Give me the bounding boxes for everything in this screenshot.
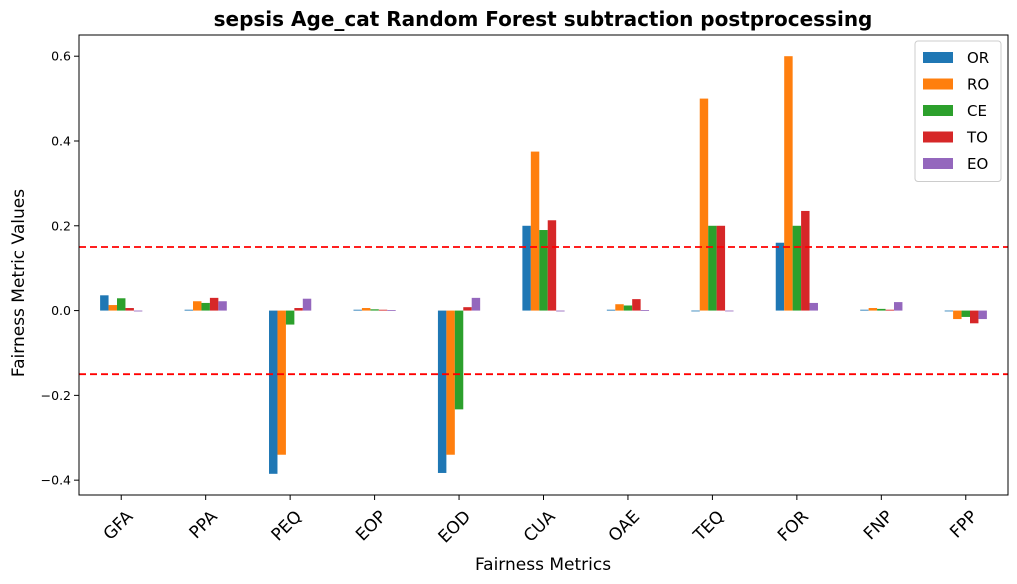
bar-ce-ppa: [201, 302, 210, 311]
bar-ro-eop: [361, 308, 371, 311]
chart-title: sepsis Age_cat Random Forest subtraction…: [214, 7, 873, 31]
bar-ro-cua: [530, 151, 540, 311]
bar-ce-eod: [454, 310, 464, 410]
bar-ce-fpp: [961, 310, 970, 317]
bar-or-for: [775, 242, 785, 311]
bar-eo-cua: [556, 310, 565, 312]
bar-ce-eop: [370, 309, 379, 311]
bar-or-eod: [437, 310, 447, 473]
reference-lines: [79, 246, 1008, 376]
bar-or-fpp: [944, 310, 954, 312]
bar-to-gfa: [125, 308, 134, 311]
legend-box: [914, 40, 1002, 182]
bar-ce-teq: [708, 225, 717, 311]
bar-ce-oae: [623, 305, 633, 311]
bar-ro-peq: [277, 310, 286, 455]
bar-to-peq: [294, 308, 303, 311]
x-tick-label: FOR: [774, 507, 813, 546]
bar-ro-for: [784, 56, 793, 311]
bar-ce-gfa: [117, 298, 126, 311]
bar-or-ppa: [184, 309, 194, 311]
x-axis-label: Fairness Metrics: [475, 555, 611, 575]
y-tick-label: −0.4: [41, 473, 71, 488]
x-tick-label: FPP: [946, 507, 982, 543]
legend: OR RO CE TO EO: [914, 40, 1002, 182]
bar-to-teq: [716, 225, 726, 311]
bars-layer: [100, 56, 987, 474]
bar-to-fnp: [885, 309, 894, 311]
bar-eo-fnp: [893, 302, 903, 311]
y-axis: −0.4 −0.2 0.0 0.2 0.4 0.6: [41, 49, 79, 488]
x-tick-label: FNP: [860, 507, 897, 544]
bar-eo-oae: [640, 310, 650, 311]
bar-to-ppa: [209, 297, 219, 311]
legend-label-ro: RO: [967, 76, 989, 94]
bar-to-oae: [632, 299, 641, 311]
legend-swatch-or: [923, 52, 953, 63]
bar-ce-for: [792, 225, 802, 311]
bar-to-eop: [378, 309, 388, 311]
bar-to-eod: [463, 307, 472, 311]
bar-ro-oae: [615, 304, 624, 311]
bar-eo-teq: [725, 310, 734, 312]
bar-ro-ppa: [193, 301, 202, 311]
legend-label-to: TO: [966, 129, 988, 147]
bar-ro-eod: [446, 310, 455, 455]
bar-or-gfa: [100, 295, 109, 311]
y-axis-label: Fairness Metric Values: [9, 189, 29, 377]
bar-or-peq: [269, 310, 278, 474]
x-tick-label: OAE: [605, 507, 644, 546]
bar-ce-cua: [539, 230, 548, 311]
x-tick-label: PEQ: [268, 507, 306, 545]
bar-ro-teq: [699, 98, 709, 311]
y-tick-label: 0.0: [51, 303, 71, 318]
bar-to-for: [801, 210, 810, 311]
bar-ro-fpp: [953, 310, 962, 320]
legend-swatch-to: [923, 131, 953, 143]
legend-label-ce: CE: [967, 102, 987, 120]
bar-eo-ppa: [218, 301, 227, 311]
x-tick-label: EOD: [435, 507, 475, 547]
bar-eo-fpp: [978, 310, 987, 320]
legend-swatch-eo: [923, 158, 953, 169]
bar-eo-for: [809, 302, 818, 311]
bar-to-cua: [547, 220, 557, 311]
x-axis: GFA PPA PEQ EOP EOD CUA OAE TEQ FOR FNP FPP: [100, 495, 982, 547]
bar-or-teq: [691, 310, 700, 312]
y-tick-label: 0.4: [51, 133, 71, 148]
bar-ro-fnp: [868, 308, 878, 311]
x-tick-label: CUA: [520, 507, 560, 547]
legend-label-eo: EO: [967, 155, 988, 173]
x-tick-label: EOP: [352, 507, 390, 545]
x-tick-label: PPA: [186, 507, 222, 543]
bar-or-fnp: [860, 309, 869, 311]
legend-swatch-ce: [923, 105, 953, 116]
bar-eo-eop: [387, 310, 396, 311]
bar-ce-fnp: [877, 308, 886, 311]
bar-eo-gfa: [133, 310, 143, 312]
bar-or-eop: [353, 309, 362, 311]
bar-eo-eod: [471, 297, 481, 311]
bar-to-fpp: [970, 310, 979, 324]
x-tick-label: GFA: [100, 507, 138, 545]
y-tick-label: 0.2: [51, 218, 71, 233]
legend-label-or: OR: [967, 49, 989, 67]
bar-or-cua: [522, 225, 531, 311]
y-tick-label: −0.2: [41, 388, 71, 403]
bar-or-oae: [606, 309, 616, 311]
y-tick-label: 0.6: [51, 49, 71, 64]
bar-ce-peq: [285, 310, 295, 325]
x-tick-label: TEQ: [689, 507, 728, 546]
legend-swatch-ro: [923, 78, 953, 90]
bar-eo-peq: [302, 298, 312, 311]
bar-ro-gfa: [108, 305, 118, 311]
